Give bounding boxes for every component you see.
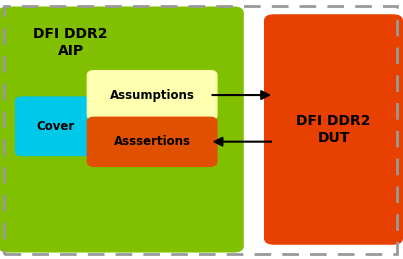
FancyBboxPatch shape bbox=[0, 6, 244, 253]
FancyBboxPatch shape bbox=[87, 117, 218, 167]
Text: Asssertions: Asssertions bbox=[114, 135, 191, 148]
Text: Cover: Cover bbox=[37, 120, 75, 133]
FancyBboxPatch shape bbox=[15, 96, 96, 156]
Text: Assumptions: Assumptions bbox=[110, 89, 195, 102]
FancyBboxPatch shape bbox=[87, 70, 218, 120]
FancyBboxPatch shape bbox=[264, 14, 403, 245]
Text: DFI DDR2
DUT: DFI DDR2 DUT bbox=[297, 114, 371, 145]
Text: DFI DDR2
AIP: DFI DDR2 AIP bbox=[33, 27, 108, 58]
